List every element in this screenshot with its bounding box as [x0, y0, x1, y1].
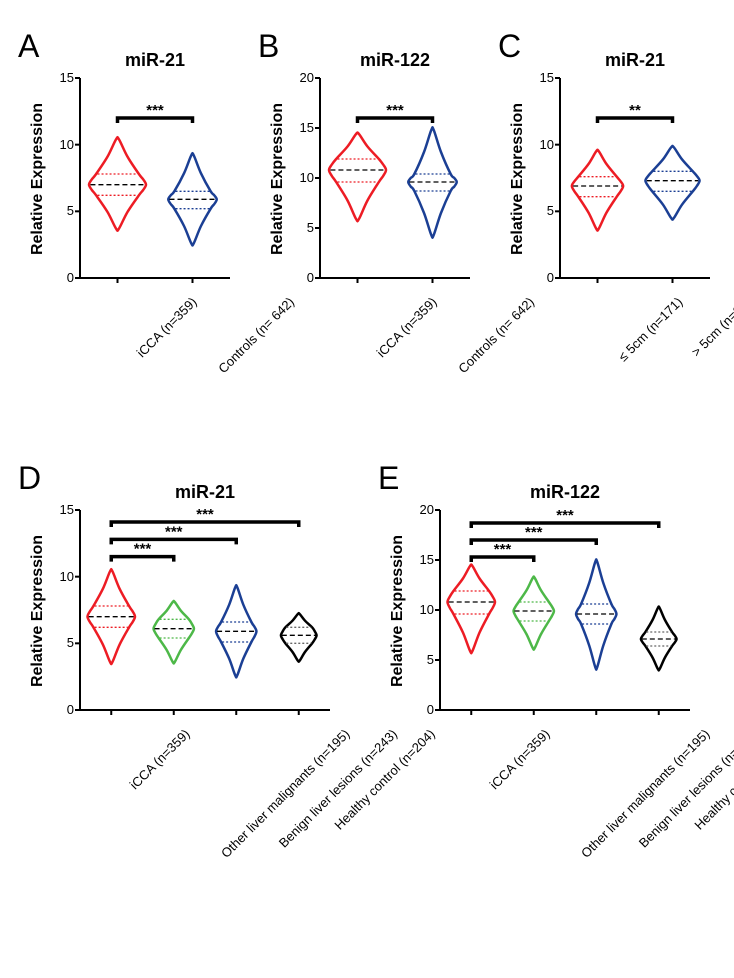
- violin: [329, 132, 386, 221]
- panel-label: B: [258, 28, 279, 65]
- y-tick-label: 5: [52, 635, 74, 650]
- y-axis-label: Relative Expression: [389, 531, 407, 691]
- panel-label: D: [18, 460, 41, 497]
- chart-title: miR-21: [80, 482, 330, 503]
- x-tick-label: Controls (n= 642): [455, 294, 537, 376]
- y-tick-label: 20: [292, 70, 314, 85]
- violin: [168, 153, 216, 245]
- y-tick-label: 5: [52, 203, 74, 218]
- y-tick-label: 0: [292, 270, 314, 285]
- y-tick-label: 10: [52, 569, 74, 584]
- y-tick-label: 0: [52, 270, 74, 285]
- y-tick-label: 15: [412, 552, 434, 567]
- y-axis-label: Relative Expression: [29, 531, 47, 691]
- significance-label: **: [629, 102, 641, 119]
- y-tick-label: 10: [532, 137, 554, 152]
- x-tick-label: Controls (n= 642): [215, 294, 297, 376]
- y-tick-label: 20: [412, 502, 434, 517]
- y-axis-label: Relative Expression: [509, 99, 527, 259]
- violin: [645, 146, 699, 220]
- y-tick-label: 15: [52, 70, 74, 85]
- chart-svg: ***: [80, 78, 250, 298]
- violin: [88, 569, 136, 664]
- violin: [408, 127, 456, 238]
- chart-title: miR-122: [320, 50, 470, 71]
- violin: [514, 577, 554, 650]
- violin: [89, 137, 146, 231]
- x-tick-label: iCCA (n=359): [133, 294, 199, 360]
- y-axis-label: Relative Expression: [29, 99, 47, 259]
- panel-label: A: [18, 28, 39, 65]
- x-tick-label: > 5cm (n=95): [688, 294, 734, 359]
- chart-svg: *********: [80, 510, 350, 730]
- significance-label: ***: [556, 507, 574, 524]
- y-tick-label: 10: [292, 170, 314, 185]
- y-tick-label: 15: [292, 120, 314, 135]
- y-tick-label: 0: [412, 702, 434, 717]
- y-tick-label: 5: [412, 652, 434, 667]
- chart-title: miR-21: [80, 50, 230, 71]
- y-tick-label: 0: [532, 270, 554, 285]
- y-tick-label: 5: [292, 220, 314, 235]
- x-tick-label: iCCA (n=359): [373, 294, 439, 360]
- y-tick-label: 10: [52, 137, 74, 152]
- chart-svg: *** *** ***: [440, 510, 710, 730]
- panel-label: E: [378, 460, 399, 497]
- significance-label: ***: [525, 524, 543, 541]
- y-tick-label: 15: [52, 502, 74, 517]
- violin: [448, 564, 496, 653]
- x-tick-label: ≤ 5cm (n=171): [615, 294, 685, 364]
- y-tick-label: 15: [532, 70, 554, 85]
- violin: [572, 150, 623, 231]
- panel-label: C: [498, 28, 521, 65]
- chart-title: miR-122: [440, 482, 690, 503]
- y-tick-label: 0: [52, 702, 74, 717]
- x-tick-label: iCCA (n=359): [127, 726, 193, 792]
- chart-title: miR-21: [560, 50, 710, 71]
- significance-label: ***: [146, 102, 164, 119]
- significance-label: ***: [165, 523, 183, 540]
- chart-svg: **: [560, 78, 730, 298]
- y-tick-label: 10: [412, 602, 434, 617]
- significance-label: ***: [196, 506, 214, 523]
- violin: [154, 601, 194, 664]
- violin: [281, 613, 317, 662]
- y-axis-label: Relative Expression: [269, 99, 287, 259]
- significance-label: ***: [494, 541, 512, 558]
- significance-label: ***: [134, 541, 152, 558]
- y-tick-label: 5: [532, 203, 554, 218]
- chart-svg: ***: [320, 78, 490, 298]
- significance-label: ***: [386, 102, 404, 119]
- x-tick-label: iCCA (n=359): [487, 726, 553, 792]
